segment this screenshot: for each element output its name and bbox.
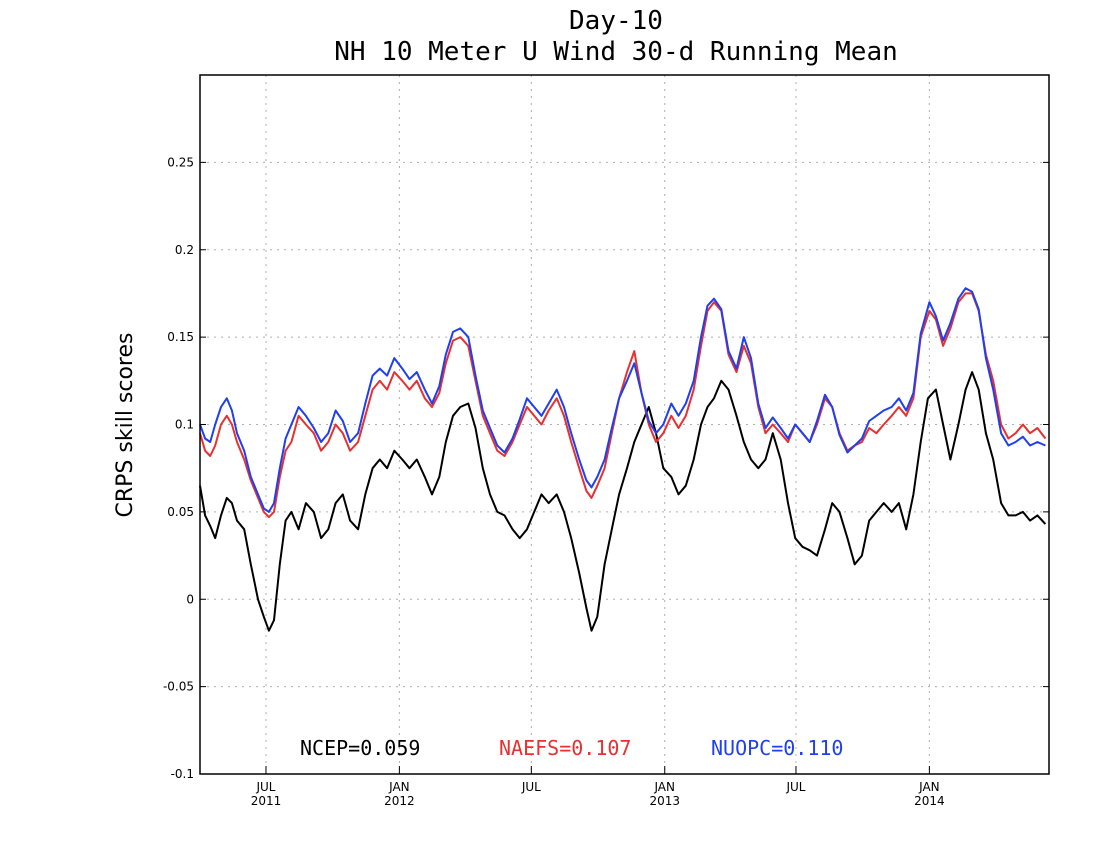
x-tick-year-label: 2012	[384, 794, 415, 808]
x-tick-month-label: JAN	[918, 780, 940, 794]
gridlines	[200, 75, 1049, 774]
series-line-nuopc	[199, 287, 1046, 513]
x-tick-year-label: 2013	[649, 794, 680, 808]
y-tick-label: 0.15	[167, 330, 194, 344]
chart-subtitle: NH 10 Meter U Wind 30-d Running Mean	[334, 37, 898, 67]
series-line-ncep	[199, 371, 1047, 632]
y-tick-label: -0.1	[171, 767, 194, 781]
y-axis-ticks: -0.1 -0.05 0 0.05 0.1 0.15 0.2 0.25	[163, 155, 1049, 781]
y-tick-label: 0.05	[167, 505, 194, 519]
x-tick-year-label: 2014	[914, 794, 945, 808]
x-tick-month-label: JUL	[785, 780, 805, 794]
y-tick-label: 0	[186, 592, 194, 606]
legend: NCEP=0.059 NAEFS=0.107 NUOPC=0.110	[300, 736, 843, 760]
legend-entry-ncep: NCEP=0.059	[300, 736, 420, 760]
y-axis-label: CRPS skill scores	[113, 333, 138, 518]
x-tick-month-label: JUL	[521, 780, 541, 794]
y-tick-label: 0.1	[175, 418, 194, 432]
chart-title: Day-10	[569, 6, 663, 36]
x-tick-month-label: JAN	[653, 780, 675, 794]
y-tick-label: -0.05	[163, 680, 194, 694]
x-tick-month-label: JUL	[255, 780, 275, 794]
legend-entry-nuopc: NUOPC=0.110	[711, 736, 843, 760]
series-line-naefs	[199, 292, 1047, 519]
y-tick-label: 0.25	[167, 155, 194, 169]
series-lines	[199, 287, 1047, 632]
x-tick-month-label: JAN	[388, 780, 410, 794]
y-tick-label: 0.2	[175, 243, 194, 257]
legend-entry-naefs: NAEFS=0.107	[499, 736, 631, 760]
x-tick-year-label: 2011	[251, 794, 282, 808]
